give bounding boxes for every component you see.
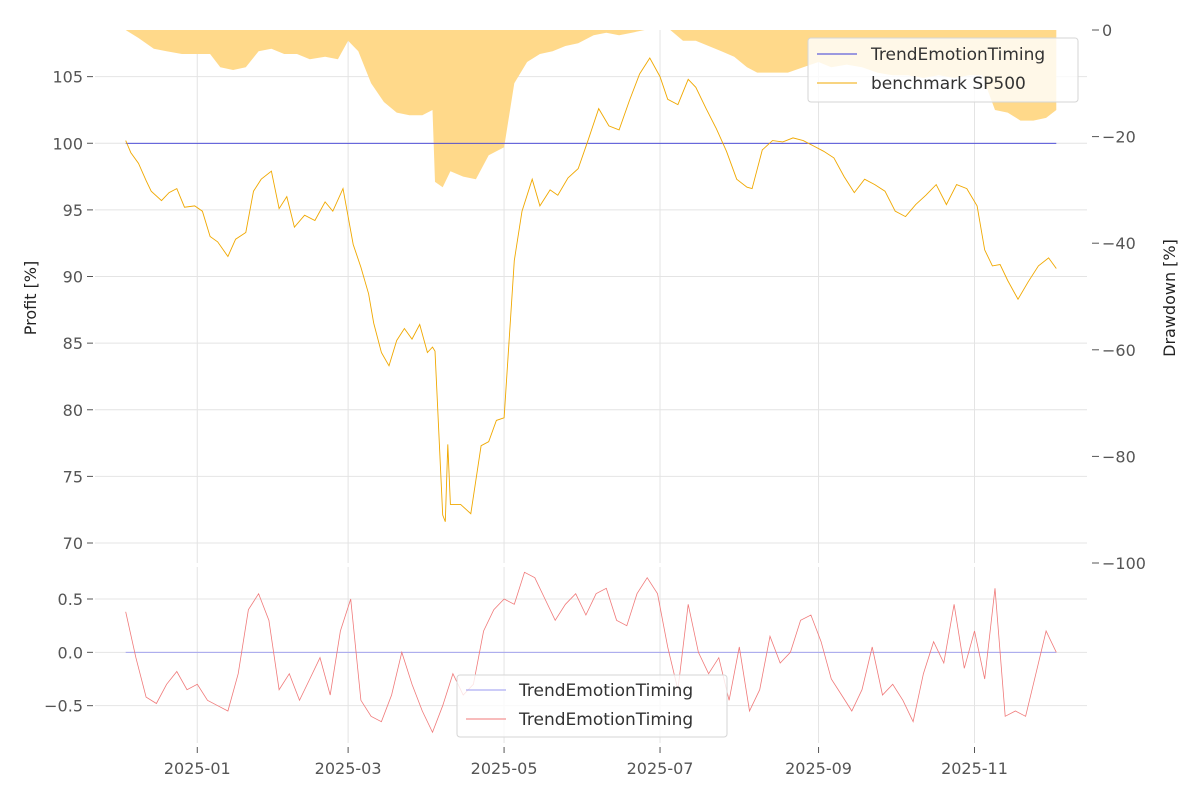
date-axis-ticks: 2025-01 2025-03 2025-05 2025-07 2025-09 2025-… xyxy=(164,747,1008,778)
drawdown-tick-label: −80 xyxy=(1102,447,1136,466)
profit-tick-label: 70 xyxy=(63,534,83,553)
daily-legend: TrendEmotionTiming TrendEmotionTiming xyxy=(456,674,728,738)
drawdown-tick-label: 0 xyxy=(1102,21,1112,40)
date-tick-label: 2025-09 xyxy=(785,759,852,778)
equity-grid xyxy=(95,30,1087,563)
drawdown-axis-ticks: 0 −20 −40 −60 −80 −100 xyxy=(1092,21,1146,573)
profit-tick-label: 75 xyxy=(63,467,83,486)
daily-panel: −0.50.00.5 2025-01 2025-03 2025-05 2025-07 2… xyxy=(44,567,1087,778)
legend-box xyxy=(456,674,728,738)
legend-entry: TrendEmotionTiming xyxy=(870,45,1045,65)
date-tick-label: 2025-07 xyxy=(627,759,694,778)
profit-tick-label: 100 xyxy=(52,134,83,153)
daily-tick-label: 0.5 xyxy=(58,590,83,609)
equity-legend: TrendEmotionTiming benchmark SP500 xyxy=(807,37,1079,103)
legend-box xyxy=(807,37,1079,103)
equity-series-line-1 xyxy=(125,57,1057,522)
profit-tick-label: 105 xyxy=(52,68,83,87)
daily-series-line-1 xyxy=(125,571,1057,734)
legend-entry: TrendEmotionTiming xyxy=(518,710,693,730)
profit-tick-label: 95 xyxy=(63,201,83,220)
daily-tick-label: 0.0 xyxy=(58,643,83,662)
profit-tick-label: 90 xyxy=(63,268,83,287)
legend-entry: benchmark SP500 xyxy=(871,74,1026,94)
daily-lines xyxy=(125,571,1057,734)
date-tick-label: 2025-05 xyxy=(471,759,538,778)
daily-tick-label: −0.5 xyxy=(44,697,83,716)
equity-lines xyxy=(125,57,1057,522)
profit-axis-label: Profit [%] xyxy=(21,261,40,336)
drawdown-tick-label: −40 xyxy=(1102,234,1136,253)
daily-axis-ticks: −0.5 0.0 0.5 xyxy=(44,590,93,716)
drawdown-axis-label: Drawdown [%] xyxy=(1160,239,1179,357)
drawdown-tick-label: −100 xyxy=(1102,554,1146,573)
drawdown-tick-label: −60 xyxy=(1102,341,1136,360)
date-tick-label: 2025-01 xyxy=(164,759,231,778)
drawdown-tick-label: −20 xyxy=(1102,128,1136,147)
equity-panel: 70 75 80 85 90 95 100 105 0 −20 −40 −60 −80 −100 Pro… xyxy=(21,21,1179,573)
date-tick-label: 2025-11 xyxy=(941,759,1008,778)
profit-tick-label: 85 xyxy=(63,334,83,353)
date-tick-label: 2025-03 xyxy=(315,759,382,778)
profit-axis-ticks: 70 75 80 85 90 95 100 105 xyxy=(52,68,93,553)
legend-entry: TrendEmotionTiming xyxy=(518,681,693,701)
profit-tick-label: 80 xyxy=(63,401,83,420)
